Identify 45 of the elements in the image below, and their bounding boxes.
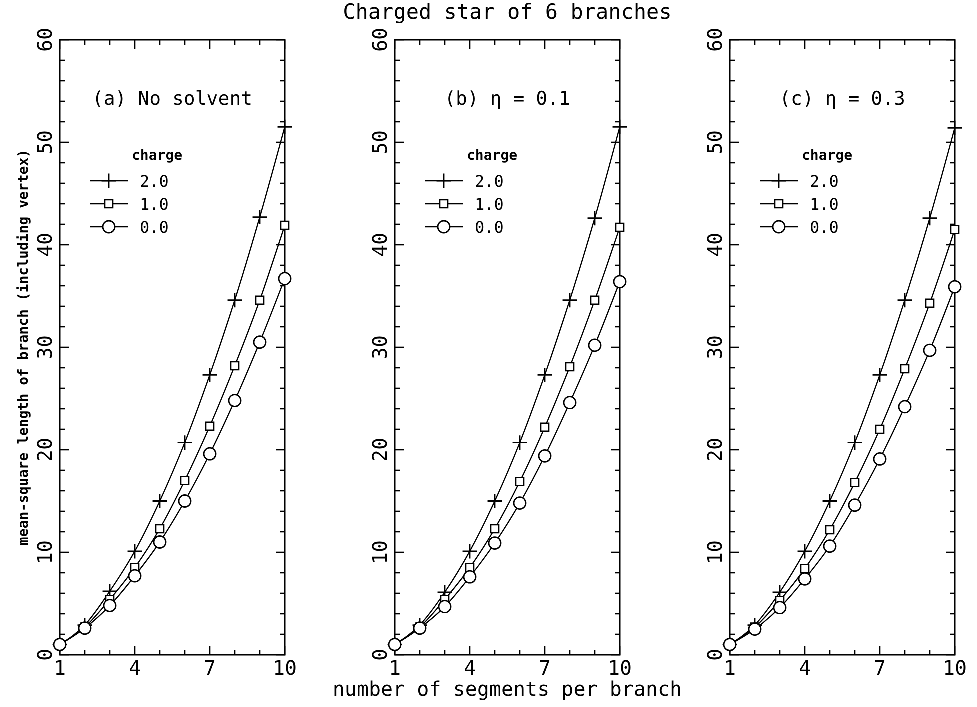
- annotation: (a) No solvent: [92, 88, 253, 110]
- legend-title: charge: [802, 148, 853, 164]
- y-tick-label: 30: [368, 335, 392, 360]
- legend-label: 1.0: [140, 195, 169, 214]
- annotation: (b) η = 0.1: [444, 88, 570, 110]
- y-tick-label: 60: [33, 28, 57, 52]
- x-tick-label: 7: [538, 656, 552, 680]
- y-tick-label: 50: [33, 130, 57, 155]
- y-tick-label: 30: [703, 335, 727, 360]
- y-tick-label: 20: [703, 438, 727, 462]
- x-axis-title: number of segments per branch: [332, 677, 682, 701]
- legend-label: 0.0: [140, 218, 169, 237]
- x-tick-label: 4: [128, 656, 142, 680]
- chart-title: Charged star of 6 branches: [343, 0, 672, 24]
- legend-label: 0.0: [475, 218, 504, 237]
- x-tick-label: 10: [272, 656, 298, 680]
- x-tick-label: 7: [874, 656, 886, 680]
- y-tick-label: 40: [33, 232, 57, 258]
- y-axis-title: mean-square length of branch (including vertex): [16, 149, 32, 546]
- annotation: (c) η = 0.3: [780, 88, 906, 110]
- legend-title: charge: [132, 148, 183, 164]
- y-tick-label: 10: [368, 540, 392, 565]
- y-tick-label: 10: [33, 540, 57, 565]
- legend-label: 0.0: [810, 218, 839, 237]
- legend-label: 1.0: [475, 195, 504, 214]
- y-tick-label: 20: [33, 438, 57, 462]
- y-tick-label: 30: [33, 335, 57, 360]
- y-tick-label: 50: [368, 130, 392, 155]
- y-tick-label: 60: [368, 28, 392, 52]
- x-tick-label: 4: [798, 656, 812, 680]
- legend-label: 2.0: [475, 172, 504, 191]
- y-tick-label: 60: [703, 28, 727, 52]
- legend-label: 2.0: [810, 172, 839, 191]
- legend-label: 2.0: [140, 172, 169, 191]
- y-tick-label: 20: [368, 438, 392, 462]
- legend-title: charge: [467, 148, 518, 164]
- legend-label: 1.0: [810, 195, 839, 214]
- x-tick-label: 4: [464, 656, 476, 680]
- y-tick-label: 50: [703, 130, 727, 155]
- y-tick-label: 40: [368, 232, 392, 258]
- y-tick-label: 10: [703, 540, 727, 565]
- x-tick-label: 10: [942, 656, 968, 680]
- y-tick-label: 40: [703, 232, 727, 258]
- x-tick-label: 7: [204, 656, 216, 680]
- x-tick-label: 10: [608, 656, 632, 680]
